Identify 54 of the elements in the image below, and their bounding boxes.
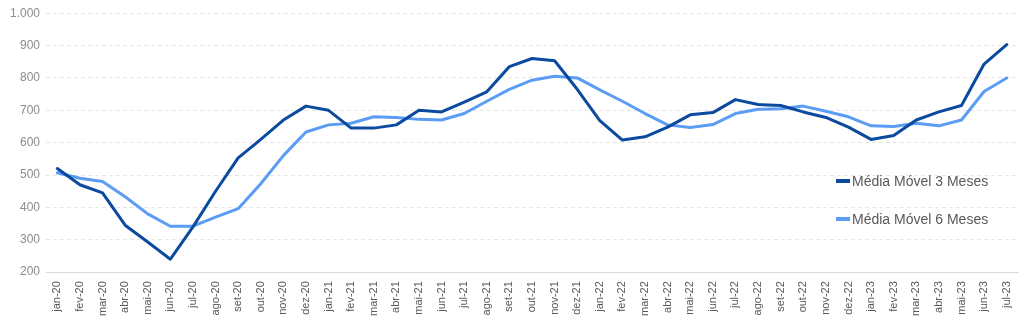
x-tick-label: nov-22	[818, 281, 831, 315]
x-tick-label: nov-20	[276, 281, 289, 315]
x-tick-label: fev-20	[72, 281, 85, 312]
x-tick-label: jun-23	[977, 281, 990, 313]
x-tick-label: abr-20	[118, 281, 131, 313]
x-tick-label: jan-20	[50, 281, 63, 313]
x-tick-label: mar-20	[95, 281, 108, 316]
x-tick-label: fev-23	[886, 281, 899, 312]
x-tick-label: ago-20	[208, 281, 221, 316]
x-tick-label: jul-21	[457, 281, 470, 310]
x-tick-label: out-20	[253, 281, 266, 313]
x-tick-label: mar-21	[366, 281, 379, 316]
x-tick-label: jul-23	[999, 281, 1012, 310]
x-tick-label: dez-22	[841, 281, 854, 315]
x-tick-label: set-21	[502, 281, 515, 312]
x-tick-label: mai-22	[683, 281, 696, 315]
x-tick-label: out-22	[796, 281, 809, 313]
x-tick-label: abr-21	[389, 281, 402, 313]
x-tick-label: mai-21	[412, 281, 425, 315]
x-tick-label: jan-21	[321, 281, 334, 313]
y-tick-label: 700	[20, 102, 41, 117]
y-tick-label: 300	[20, 232, 41, 247]
x-tick-label: abr-23	[931, 281, 944, 313]
x-tick-label: mar-23	[909, 281, 922, 316]
legend-label: Média Móvel 3 Meses	[852, 172, 989, 189]
x-tick-label: set-22	[773, 281, 786, 312]
x-tick-label: jan-23	[864, 281, 877, 313]
legend-label: Média Móvel 6 Meses	[852, 210, 989, 227]
y-tick-label: 600	[20, 134, 41, 149]
x-tick-label: dez-21	[570, 281, 583, 315]
x-tick-label: mai-23	[954, 281, 967, 315]
x-tick-label: ago-21	[479, 281, 492, 316]
y-tick-label: 400	[20, 199, 41, 214]
x-tick-label: jan-22	[592, 281, 605, 313]
x-tick-label: ago-22	[751, 281, 764, 316]
x-tick-label: mar-22	[638, 281, 651, 316]
y-tick-label: 800	[20, 70, 41, 85]
x-tick-label: jul-22	[728, 281, 741, 310]
x-tick-label: abr-22	[660, 281, 673, 313]
x-tick-label: jun-21	[434, 281, 447, 313]
y-tick-label: 200	[20, 264, 41, 279]
x-tick-label: mai-20	[140, 281, 153, 315]
x-tick-label: out-21	[525, 281, 538, 313]
x-tick-label: set-20	[231, 281, 244, 312]
x-tick-label: jun-20	[163, 281, 176, 313]
x-tick-label: jul-20	[185, 281, 198, 310]
y-tick-label: 1.000	[10, 5, 41, 20]
x-tick-label: fev-21	[344, 281, 357, 312]
x-tick-label: fev-22	[615, 281, 628, 312]
x-tick-label: dez-20	[299, 281, 312, 315]
y-tick-label: 900	[20, 37, 41, 52]
y-tick-label: 500	[20, 167, 41, 182]
x-tick-label: nov-21	[547, 281, 560, 315]
x-tick-label: jun-22	[705, 281, 718, 313]
